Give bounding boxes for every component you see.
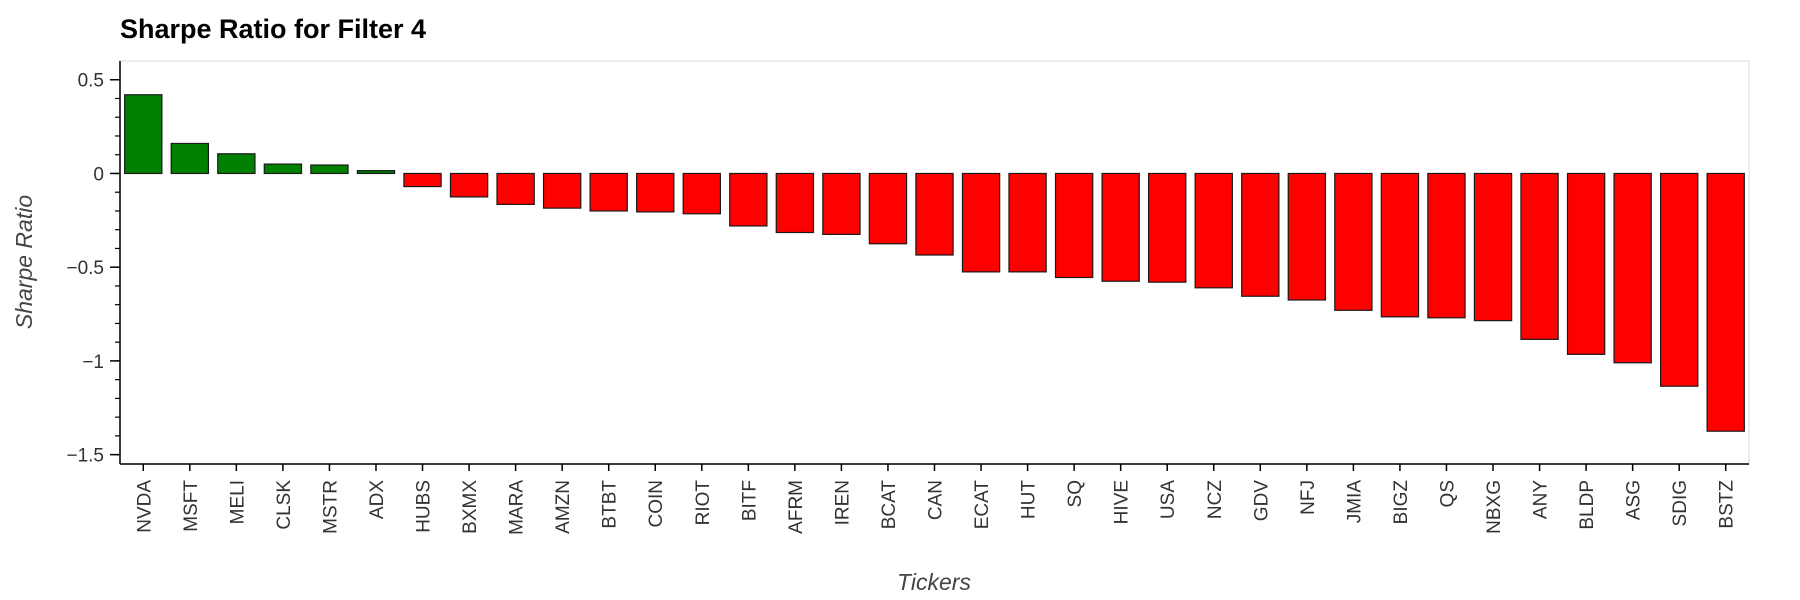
bar-btbt: [589, 172, 628, 212]
x-axis-label: Tickers: [897, 569, 971, 595]
y-ticks-layer: 0.5 0 −0.5 −1 −1.5: [66, 71, 120, 467]
bar-adx: [356, 170, 396, 175]
x-tick-label-meli: MELI: [227, 480, 248, 524]
bar-nfj: [1287, 172, 1327, 301]
x-tick-label-adx: ADX: [367, 480, 388, 519]
x-tick-label-btbt: BTBT: [600, 480, 621, 529]
bar-jmia: [1334, 172, 1373, 311]
x-tick-label-ncz: NCZ: [1205, 480, 1226, 519]
bar-bstz: [1706, 172, 1745, 432]
x-tick-label-bitf: BITF: [739, 480, 760, 521]
x-tick-label-qs: QS: [1437, 480, 1458, 507]
chart-title: Sharpe Ratio for Filter 4: [120, 14, 427, 44]
bar-riot: [682, 172, 721, 215]
bar-coin: [636, 172, 675, 213]
bar-ecat: [961, 172, 1001, 273]
y-tick-label: −0.5: [66, 258, 104, 279]
y-tick-label: −1: [82, 352, 104, 373]
x-tick-label-hive: HIVE: [1112, 480, 1133, 524]
bar-sdig: [1659, 172, 1699, 387]
bar-can: [915, 172, 954, 256]
bar-sq: [1054, 172, 1094, 279]
x-tick-label-nvda: NVDA: [134, 480, 155, 533]
x-tick-label-amzn: AMZN: [553, 480, 574, 534]
x-tick-label-can: CAN: [926, 480, 947, 520]
bar-amzn: [542, 172, 582, 209]
x-tick-label-gdv: GDV: [1251, 480, 1272, 522]
bar-nbxg: [1473, 172, 1513, 322]
bar-asg: [1613, 172, 1652, 364]
bars-layer: [124, 94, 1745, 432]
x-tick-label-bstz: BSTZ: [1717, 480, 1738, 529]
bar-iren: [822, 172, 861, 235]
bar-hubs: [403, 172, 442, 188]
bar-usa: [1147, 172, 1187, 283]
bar-bxmx: [449, 172, 489, 198]
bar-mstr: [310, 164, 349, 175]
x-tick-label-riot: RIOT: [693, 480, 714, 526]
x-tick-label-mara: MARA: [507, 480, 528, 535]
x-tick-label-coin: COIN: [646, 480, 667, 528]
x-tick-label-msft: MSFT: [181, 480, 202, 532]
bar-bitf: [729, 172, 768, 227]
x-tick-label-sdig: SDIG: [1670, 480, 1691, 526]
bar-gdv: [1241, 172, 1280, 297]
bar-mara: [496, 172, 535, 206]
x-tick-label-afrm: AFRM: [786, 480, 807, 534]
y-tick-label: 0.5: [78, 71, 104, 92]
bar-qs: [1427, 172, 1466, 319]
bar-ncz: [1194, 172, 1233, 289]
bar-msft: [170, 142, 210, 175]
x-tick-label-nfj: NFJ: [1298, 480, 1319, 515]
bar-bldp: [1566, 172, 1606, 355]
y-tick-label: 0: [93, 164, 104, 185]
bar-any: [1520, 172, 1559, 340]
x-ticks-layer: NVDA MSFT MELI CLSK MSTR ADX HUBS BXMX MARA AMZN B…: [134, 464, 1738, 535]
x-tick-label-bxmx: BXMX: [460, 480, 481, 534]
x-tick-label-clsk: CLSK: [274, 480, 295, 530]
bar-bigz: [1380, 172, 1420, 318]
x-tick-label-hut: HUT: [1019, 480, 1040, 519]
bar-afrm: [775, 172, 815, 234]
bar-hive: [1101, 172, 1140, 282]
x-tick-label-bldp: BLDP: [1577, 480, 1598, 530]
x-tick-label-iren: IREN: [832, 480, 853, 525]
y-tick-label: −1.5: [66, 446, 104, 467]
x-tick-label-bigz: BIGZ: [1391, 480, 1412, 525]
bar-bcat: [868, 172, 908, 245]
x-tick-label-hubs: HUBS: [414, 480, 435, 533]
bar-hut: [1008, 172, 1047, 273]
x-tick-label-usa: USA: [1158, 480, 1179, 519]
x-tick-label-nbxg: NBXG: [1484, 480, 1505, 534]
x-tick-label-jmia: JMIA: [1344, 480, 1365, 524]
y-axis-label: Sharpe Ratio: [11, 195, 37, 329]
bar-nvda: [124, 94, 163, 175]
x-tick-label-ecat: ECAT: [972, 480, 993, 530]
x-tick-label-mstr: MSTR: [320, 480, 341, 534]
x-tick-label-bcat: BCAT: [879, 480, 900, 530]
bar-meli: [217, 153, 256, 175]
x-tick-label-sq: SQ: [1065, 480, 1086, 507]
x-tick-label-any: ANY: [1531, 480, 1552, 519]
x-tick-label-asg: ASG: [1624, 480, 1645, 520]
bar-clsk: [263, 163, 303, 175]
